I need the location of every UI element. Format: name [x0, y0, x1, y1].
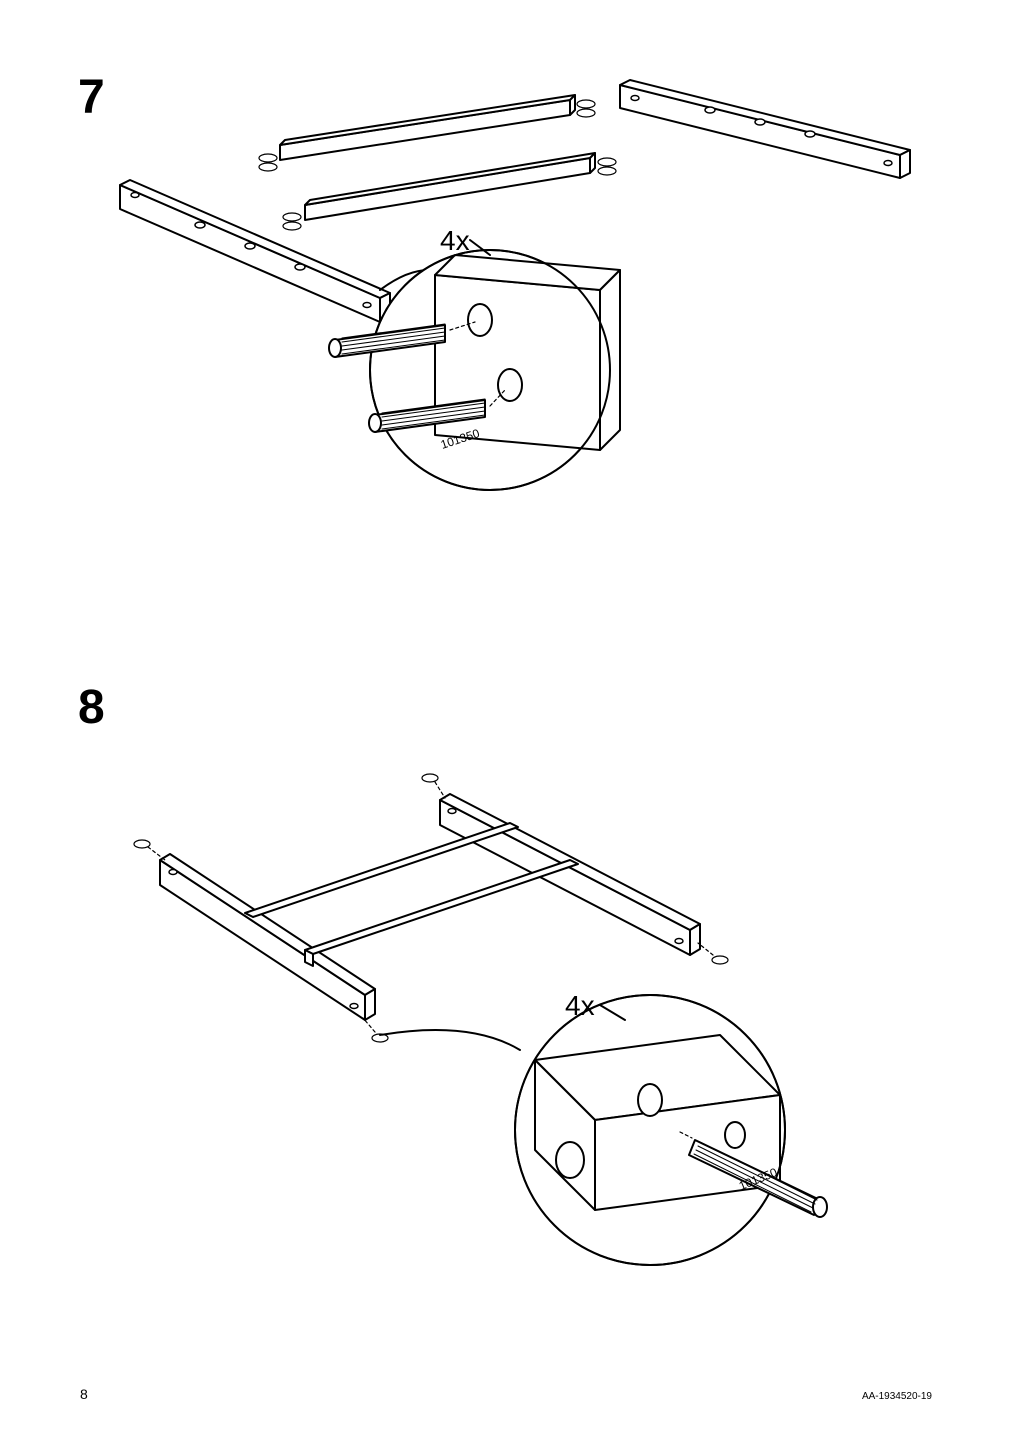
- step8-qty-label: 4x: [565, 990, 595, 1022]
- document-id: AA-1934520-19: [862, 1391, 932, 1402]
- step8-diagram: [80, 760, 930, 1280]
- step7-diagram: [80, 30, 930, 500]
- page-number: 8: [80, 1386, 88, 1402]
- step7-qty-label: 4x: [440, 225, 470, 257]
- step-number-8: 8: [78, 680, 105, 735]
